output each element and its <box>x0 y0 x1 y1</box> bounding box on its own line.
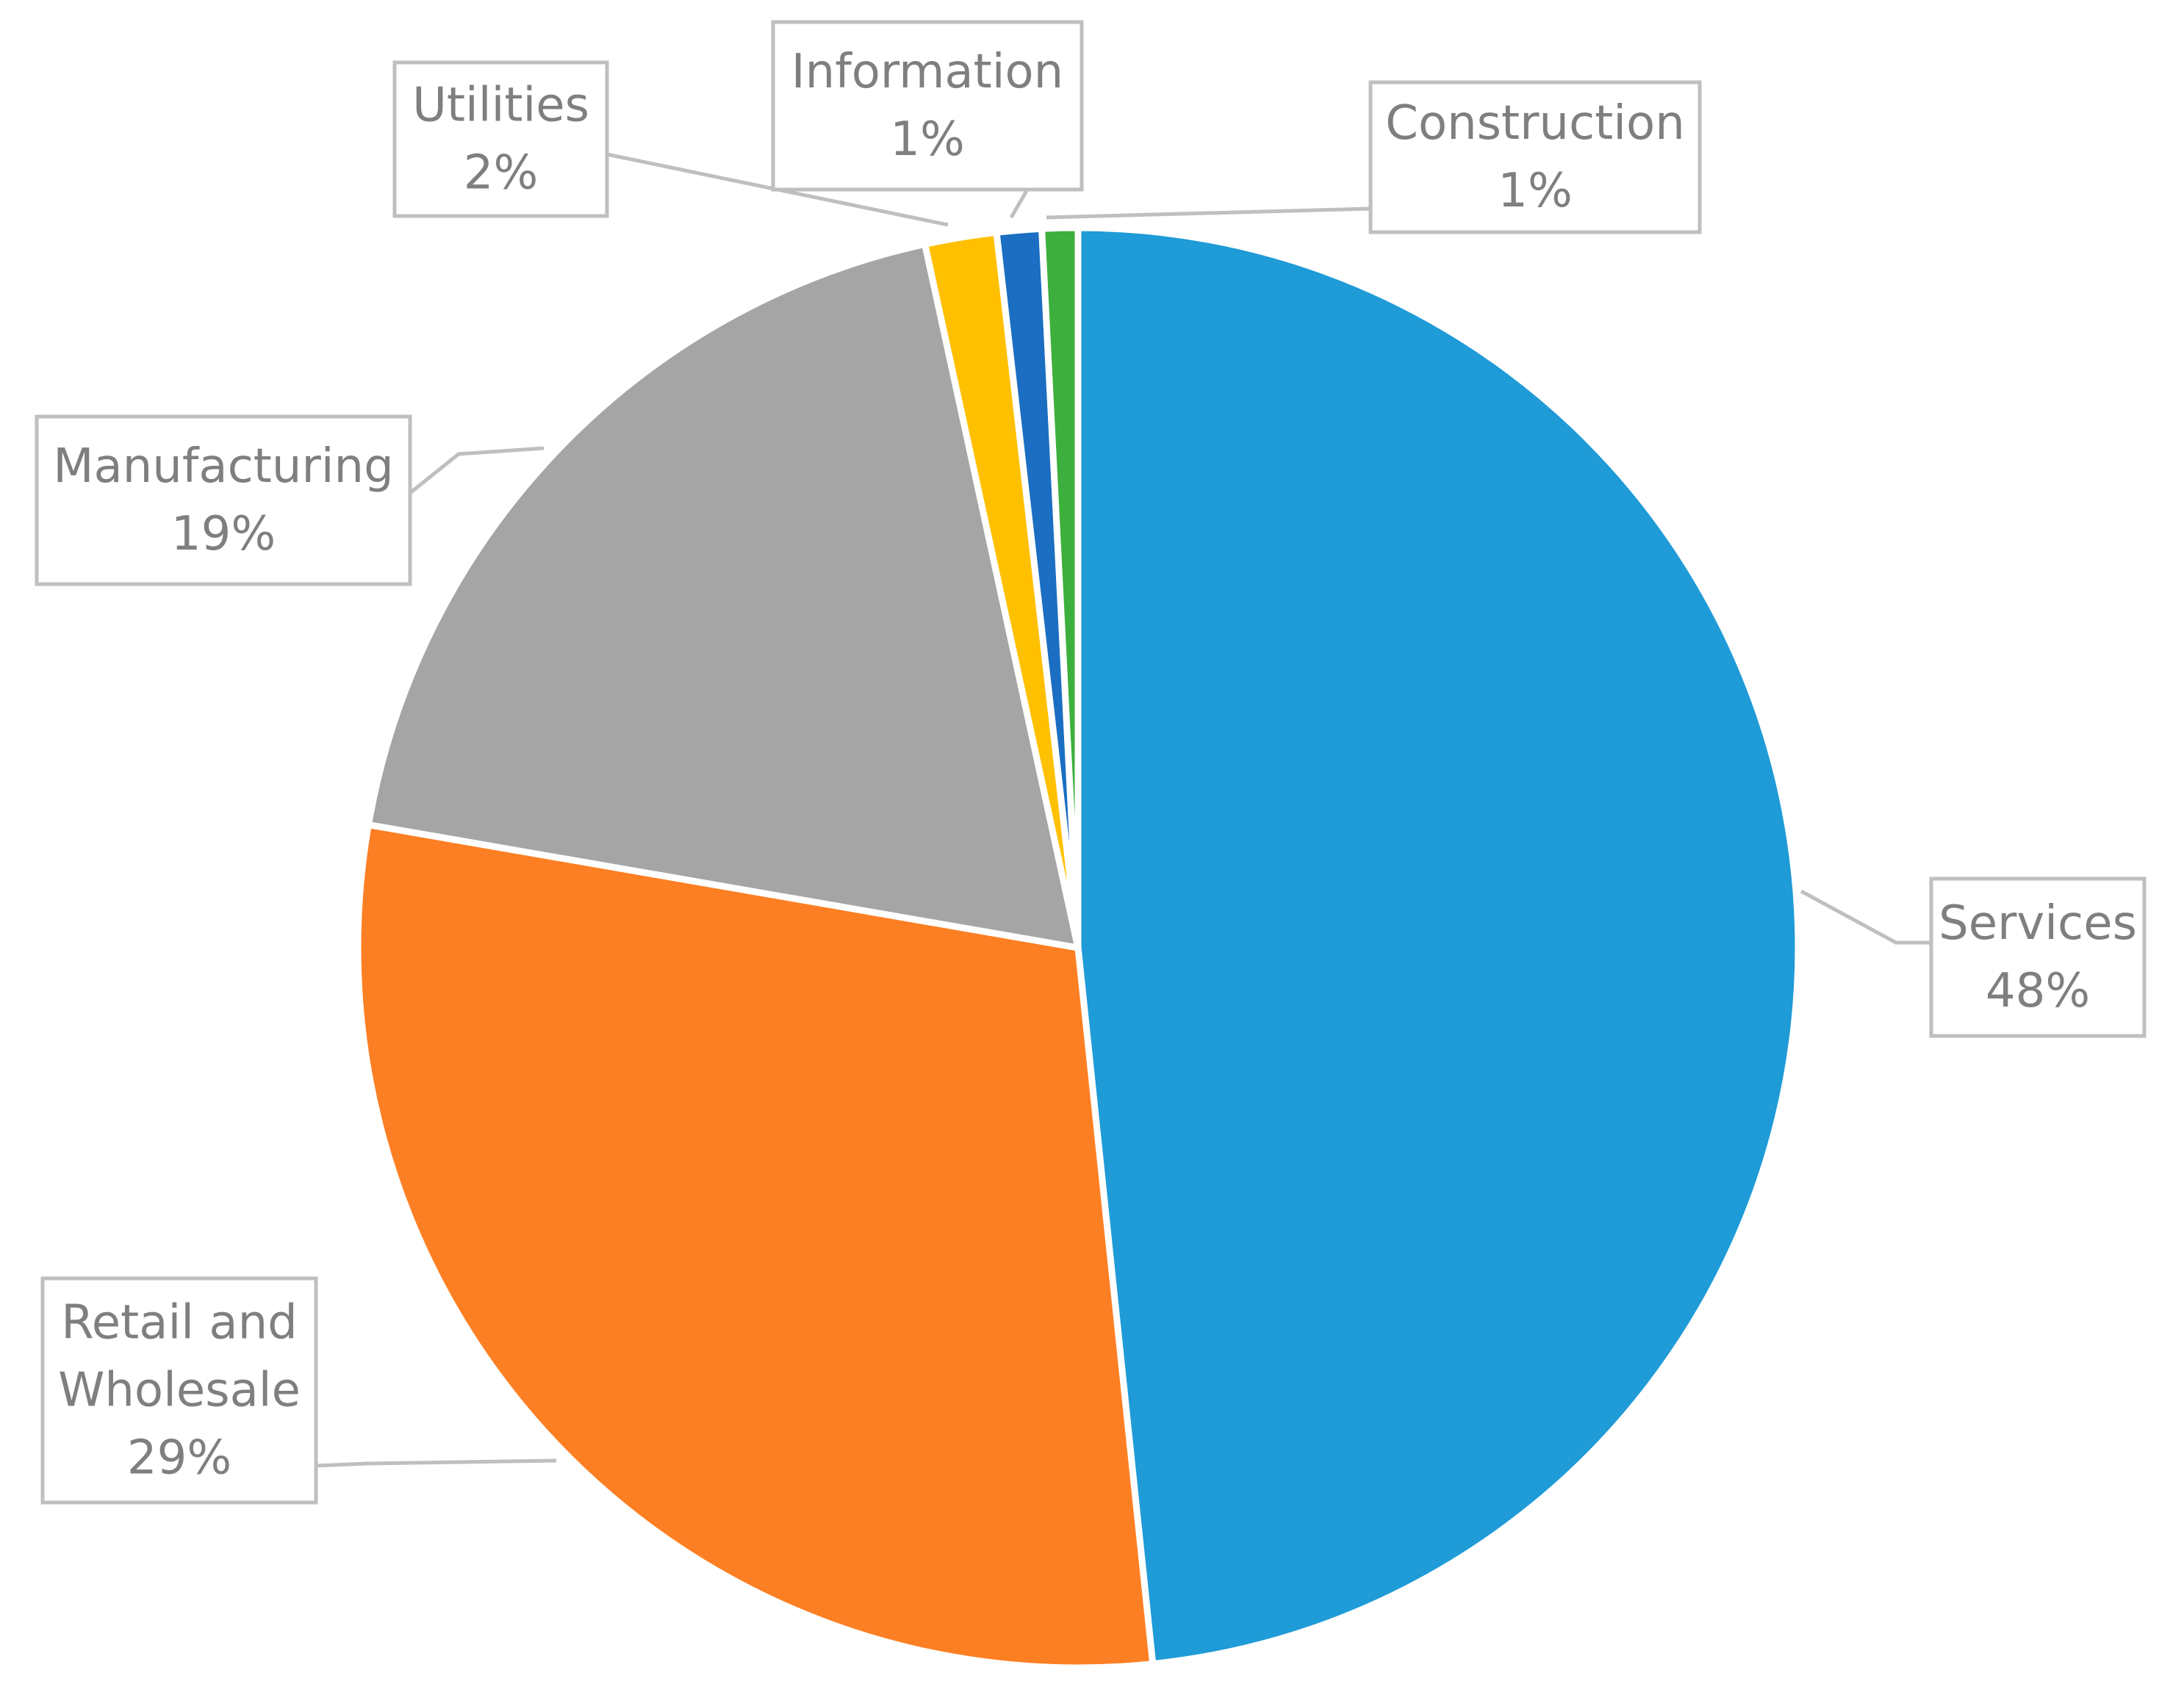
data-label: Manufacturing 19% <box>35 414 412 586</box>
pie-slice-construction <box>1038 224 1082 951</box>
data-label-category: Manufacturing <box>53 439 393 494</box>
data-label-box <box>1929 877 2147 1038</box>
data-label: Services 48% <box>1929 877 2147 1038</box>
data-label-percent: 29% <box>127 1431 231 1486</box>
leader-line <box>1046 206 1371 220</box>
data-label: Construction 1% <box>1368 80 1702 234</box>
leader-line <box>315 1458 557 1468</box>
data-label-category: Construction <box>1385 96 1685 151</box>
leader-line <box>409 446 545 494</box>
data-label-percent: 2% <box>464 146 539 201</box>
pie-slice-services <box>1074 224 1802 1668</box>
data-label-box <box>392 60 609 218</box>
leader-line <box>1800 889 1931 945</box>
data-label-box <box>40 1276 318 1505</box>
data-label-category: Retail and <box>61 1296 298 1350</box>
pie-slices <box>354 224 1802 1671</box>
data-label-percent: 48% <box>1986 964 2090 1018</box>
data-label-box <box>35 414 412 586</box>
data-label-percent: 1% <box>890 112 965 167</box>
data-label: Retail and Wholesale 29% <box>40 1276 318 1505</box>
data-label-category: Services <box>1939 896 2137 951</box>
leader-line <box>1009 188 1030 219</box>
data-label-percent: 19% <box>171 507 276 561</box>
data-label-box <box>771 20 1084 192</box>
data-label-category: Information <box>791 45 1063 99</box>
data-label-percent: 1% <box>1498 164 1573 218</box>
data-label: Utilities 2% <box>392 60 609 218</box>
pie-slice-manufacturing <box>364 240 1082 951</box>
data-label-category: Utilities <box>412 79 589 133</box>
data-label-category: Wholesale <box>58 1364 301 1418</box>
data-label-box <box>1368 80 1702 234</box>
pie-slice-retail-and-wholesale <box>354 821 1157 1671</box>
data-label: Information 1% <box>771 20 1084 192</box>
data-labels: Services 48% Retail and Wholesale 29% Manufac… <box>35 20 2147 1505</box>
